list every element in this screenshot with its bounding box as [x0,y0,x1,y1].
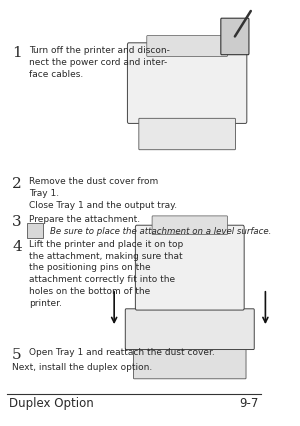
FancyBboxPatch shape [221,19,249,55]
FancyBboxPatch shape [147,37,227,57]
Text: Prepare the attachment.: Prepare the attachment. [29,214,140,223]
Text: 2: 2 [12,177,22,191]
FancyBboxPatch shape [125,309,254,350]
Text: Next, install the duplex option.: Next, install the duplex option. [12,362,152,371]
FancyBboxPatch shape [128,44,247,124]
Text: Remove the dust cover from
Tray 1.
Close Tray 1 and the output tray.: Remove the dust cover from Tray 1. Close… [29,177,177,210]
Text: 1: 1 [12,46,22,60]
Text: 3: 3 [12,214,22,228]
Text: 4: 4 [12,239,22,253]
Text: Turn off the printer and discon-
nect the power cord and inter-
face cables.: Turn off the printer and discon- nect th… [29,46,170,78]
Text: Be sure to place the attachment on a level surface.: Be sure to place the attachment on a lev… [50,227,272,236]
Text: 9-7: 9-7 [239,396,259,409]
Text: Duplex Option: Duplex Option [9,396,94,409]
FancyBboxPatch shape [134,345,246,379]
FancyBboxPatch shape [152,216,227,235]
FancyBboxPatch shape [27,223,43,239]
Text: 5: 5 [12,348,22,362]
Text: Lift the printer and place it on top
the attachment, making sure that
the positi: Lift the printer and place it on top the… [29,239,184,307]
Text: Open Tray 1 and reattach the dust cover.: Open Tray 1 and reattach the dust cover. [29,348,215,357]
FancyBboxPatch shape [135,226,244,311]
FancyBboxPatch shape [139,119,236,150]
